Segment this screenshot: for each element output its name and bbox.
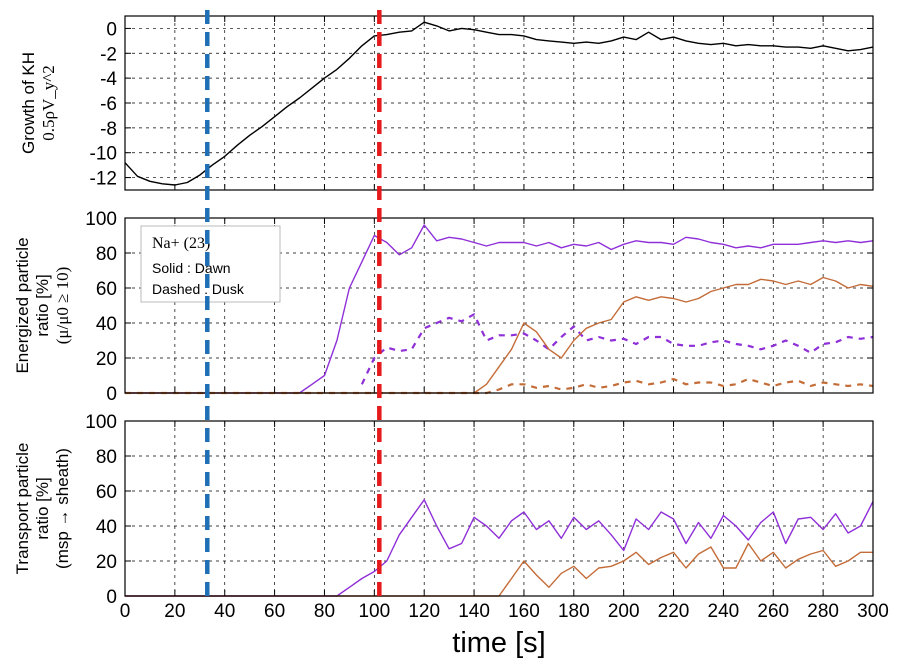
y-tick-label: -2 [100, 44, 117, 65]
x-tick-label: 240 [708, 601, 740, 622]
y-tick-label: 0 [106, 587, 117, 608]
y-tick-label: 40 [96, 314, 117, 335]
x-tick-labels: 0 20 40 60 80 100 120 140 160 180 200 220 240 260 280 3… [120, 601, 889, 622]
x-tick-label: 0 [120, 601, 131, 622]
y-tick-label: -12 [90, 169, 117, 190]
energized-ratio-series-0-dawn-solid [125, 224, 874, 394]
x-tick-label: 140 [458, 601, 490, 622]
x-tick-label: 300 [857, 601, 889, 622]
y-tick-label: 40 [96, 517, 117, 538]
y-tick-label: 100 [85, 412, 117, 433]
plot-frame [124, 420, 874, 597]
y-tick-label: 100 [85, 209, 117, 230]
energized-ratio-series-3-dusk-dashed [125, 377, 874, 395]
x-tick-label: 180 [558, 601, 590, 622]
y-tick-label: -4 [100, 69, 117, 90]
y-tick-label: -8 [100, 119, 117, 140]
x-axis-label: time [s] [452, 627, 545, 659]
kh-growth-y-axis-label: Growth of KH0.5ρV_y^2 [19, 52, 58, 154]
x-tick-label: 20 [164, 601, 185, 622]
x-tick-label: 80 [314, 601, 335, 622]
y-tick-label: 20 [96, 552, 117, 573]
x-tick-label: 160 [508, 601, 540, 622]
y-tick-label: 60 [96, 482, 117, 503]
y-tick-label: 0 [106, 384, 117, 405]
y-tick-label: 80 [96, 447, 117, 468]
energized-ratio-panel: 0 20 40 60 80 100 Energized particleratio [%](… [13, 209, 874, 405]
transport-ratio-series-1-solid [125, 542, 873, 597]
energized-ratio-series-2-dawn-solid [125, 276, 874, 394]
y-tick-label: 20 [96, 349, 117, 370]
y-tick-label: -10 [90, 144, 117, 165]
y-tick-label: 60 [96, 279, 117, 300]
plot-frame [124, 217, 874, 394]
transport-ratio-panel: 0 20 40 60 80 100 Transport particleratio [%](… [13, 412, 874, 608]
legend-entry: Solid : Dawn [152, 260, 231, 276]
legend-box [140, 225, 281, 303]
x-tick-label: 280 [807, 601, 839, 622]
x-tick-label: 220 [658, 601, 690, 622]
x-tick-label: 260 [757, 601, 789, 622]
energized-ratio-series-1-dusk-dashed [360, 313, 874, 385]
energized-ratio-y-axis-label: Energized particleratio [%](μ/μ0 ≥ 10) [13, 237, 72, 373]
x-tick-label: 120 [408, 601, 440, 622]
x-tick-label: 60 [264, 601, 285, 622]
legend-entry: Dashed : Dusk [152, 281, 245, 297]
y-tick-label: 80 [96, 244, 117, 265]
transport-ratio-y-axis-label: Transport particleratio [%](msp → sheath… [13, 443, 72, 575]
legend: Na+ (23) Solid : Dawn Dashed : Dusk [140, 225, 281, 303]
transport-ratio-series-0-solid [125, 499, 874, 597]
kh-growth-series-0-solid [124, 21, 874, 186]
kh-growth-panel: 0 -2 -4 -6 -8 -10 -12 Growth of KH0.5ρV_y^2 [19, 15, 874, 191]
x-tick-label: 100 [358, 601, 390, 622]
legend-title: Na+ (23) [152, 235, 210, 252]
x-tick-label: 40 [214, 601, 235, 622]
x-tick-label: 200 [608, 601, 640, 622]
chart-panels: 0 -2 -4 -6 -8 -10 -12 Growth of KH0.5ρV_y^2 0 20 4… [13, 10, 889, 622]
y-tick-label: 0 [106, 19, 117, 40]
y-tick-label: -6 [100, 94, 117, 115]
